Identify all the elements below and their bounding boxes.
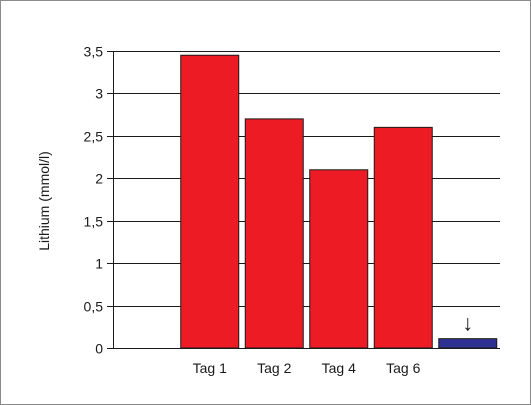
- y-axis-title: Lithium (mmol/l): [36, 151, 52, 251]
- bar: [244, 118, 304, 349]
- bar: [180, 54, 240, 349]
- y-tick-label: 0,5: [84, 299, 104, 315]
- bars: [180, 54, 498, 349]
- x-tick-label: Tag 2: [257, 360, 291, 376]
- y-tick-label: 3,5: [84, 44, 104, 60]
- annotation-arrow: ↓: [462, 311, 473, 336]
- x-tick-label: Tag 1: [193, 360, 227, 376]
- axes: [113, 51, 500, 349]
- bar: [373, 126, 433, 349]
- annotations: ↓: [462, 311, 473, 336]
- y-tick-label: 2: [95, 171, 103, 187]
- bar: [309, 169, 369, 349]
- y-tick-label: 0: [95, 341, 103, 357]
- bar: [438, 338, 498, 349]
- x-tick-label: Tag 6: [386, 360, 420, 376]
- y-tick-label: 1,5: [84, 214, 104, 230]
- x-tick-labels: Tag 1 Tag 2 Tag 4 Tag 6: [193, 360, 421, 376]
- x-tick-label: Tag 4: [322, 360, 356, 376]
- y-tick-label: 1: [95, 256, 103, 272]
- y-tick-label: 3: [95, 86, 103, 102]
- y-tick-label: 2,5: [84, 129, 104, 145]
- y-tick-labels: 0 0,5 1 1,5 2 2,5 3 3,5: [84, 44, 104, 357]
